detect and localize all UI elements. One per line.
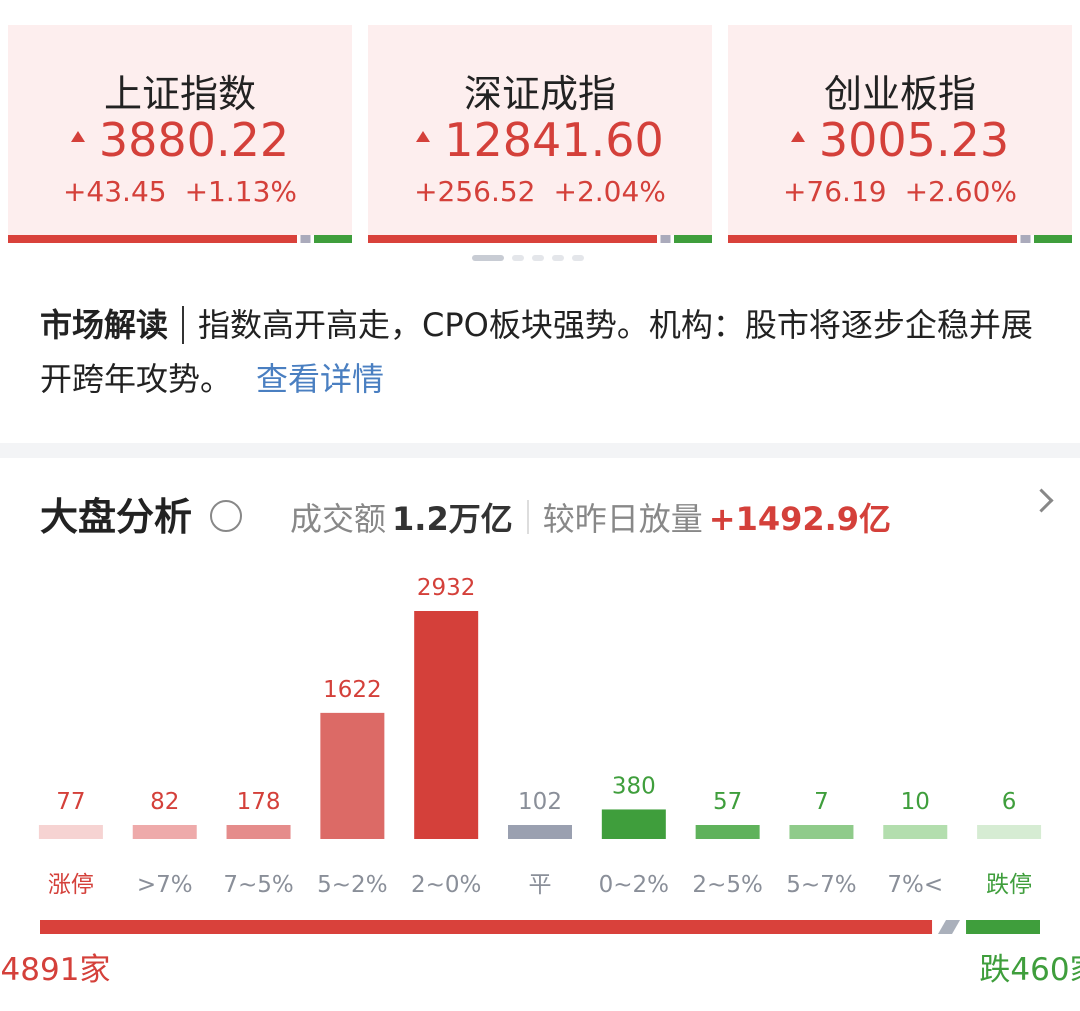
- down-summary: 跌460家: [979, 952, 1080, 988]
- category-label: 7~5%: [223, 872, 293, 898]
- pct: +2.04%: [553, 175, 666, 208]
- compare: +1492.9亿: [708, 500, 892, 538]
- index-card[interactable]: 上证指数 3880.22 +43.45 +1.13%: [8, 25, 352, 243]
- value-label: 77: [56, 789, 85, 815]
- info-icon[interactable]: [210, 500, 243, 532]
- distribution-chart: 77 涨停 82 >7% 178 7~5% 1622 5~2% 2932 2~0% 102 平 380 0…: [0, 575, 1080, 988]
- flat-stripe: [938, 920, 961, 934]
- bar: [38, 825, 103, 839]
- index-change: +256.52 +2.04%: [368, 175, 712, 208]
- analysis-title: 大盘分析: [40, 495, 193, 539]
- analysis-header[interactable]: 大盘分析 成交额 1.2万亿 较昨日放量 +1492.9亿: [40, 486, 1054, 539]
- ratio-bar: [728, 235, 1072, 243]
- index-name: 上证指数: [103, 72, 256, 116]
- change: +76.19: [782, 175, 887, 208]
- commentary-label: 市场解读: [40, 306, 185, 344]
- bar: [132, 825, 197, 839]
- commentary: 市场解读 指数高开高走，CPO板块强势。机构：股市将逐步企稳并展开跨年攻势。 查看详…: [40, 298, 1040, 406]
- category-label: 2~0%: [411, 872, 481, 898]
- category-label: 7%<: [887, 872, 943, 898]
- separator: [0, 443, 1080, 458]
- index-card[interactable]: 创业板指 3005.23 +76.19 +2.60%: [728, 25, 1072, 243]
- category-label: 平: [529, 872, 552, 898]
- index-name: 深证成指: [463, 72, 616, 116]
- up-bar: [40, 920, 933, 934]
- summary-part: 460: [1010, 952, 1069, 988]
- category-label: 2~5%: [692, 872, 762, 898]
- pct: +2.60%: [904, 175, 1018, 208]
- pct: +1.13%: [184, 175, 298, 208]
- chevron[interactable]: [1029, 488, 1054, 513]
- value-label: 178: [237, 789, 281, 815]
- bar: [789, 825, 854, 839]
- summary-part: 4891: [1, 952, 80, 988]
- index-card[interactable]: 深证成指 12841.60 +256.52 +2.04%: [368, 25, 712, 243]
- change: +43.45: [62, 175, 167, 208]
- index-change: +43.45 +1.13%: [8, 175, 352, 208]
- category-label: 0~2%: [599, 872, 669, 898]
- value-label: 2932: [417, 575, 476, 601]
- category-label: >7%: [137, 872, 193, 898]
- index-value: 3880.22: [8, 113, 352, 167]
- bar: [320, 712, 385, 839]
- down-bar: [966, 920, 1040, 934]
- value-label: 380: [612, 773, 656, 799]
- value-label: 1622: [323, 677, 382, 703]
- bar: [977, 825, 1042, 839]
- turnover-label: 成交额: [290, 500, 387, 538]
- bar: [695, 825, 760, 839]
- value-label: 10: [901, 789, 930, 815]
- ratio-bar: [368, 235, 712, 243]
- value-label: 82: [150, 789, 179, 815]
- category-label: 跌停: [986, 872, 1032, 898]
- detail-link[interactable]: 查看详情: [256, 360, 385, 398]
- index-name: 创业板指: [823, 72, 976, 116]
- index-change: +76.19 +2.60%: [728, 175, 1072, 208]
- summary-part: 家: [1070, 952, 1080, 988]
- value-label: 6: [1002, 789, 1017, 815]
- bar: [226, 825, 291, 839]
- bar: [883, 825, 948, 839]
- commentary-text: 指数高开高走，CPO板块强势。机构：股市将逐步企稳并展开跨年攻势。: [40, 306, 1033, 398]
- up-summary: 涨4891家: [0, 952, 110, 988]
- value-label: 57: [713, 789, 742, 815]
- value-label: 7: [814, 789, 829, 815]
- index-value: 3005.23: [728, 113, 1072, 167]
- summary-part: 家: [79, 952, 110, 988]
- category-label: 5~2%: [317, 872, 387, 898]
- turnover: 1.2万亿: [392, 500, 513, 538]
- compare-label: 较昨日放量: [542, 500, 703, 538]
- index-value: 12841.60: [368, 113, 712, 167]
- summary-part: 涨: [0, 952, 1, 988]
- category-label: 涨停: [48, 872, 94, 898]
- category-label: 5~7%: [786, 872, 856, 898]
- change: +256.52: [414, 175, 536, 208]
- ratio-bar: [8, 235, 352, 243]
- bar: [601, 809, 666, 839]
- pager[interactable]: [472, 255, 584, 261]
- bar: [414, 611, 479, 839]
- value-label: 102: [518, 789, 562, 815]
- summary-part: 跌: [979, 952, 1010, 988]
- bar: [508, 825, 572, 839]
